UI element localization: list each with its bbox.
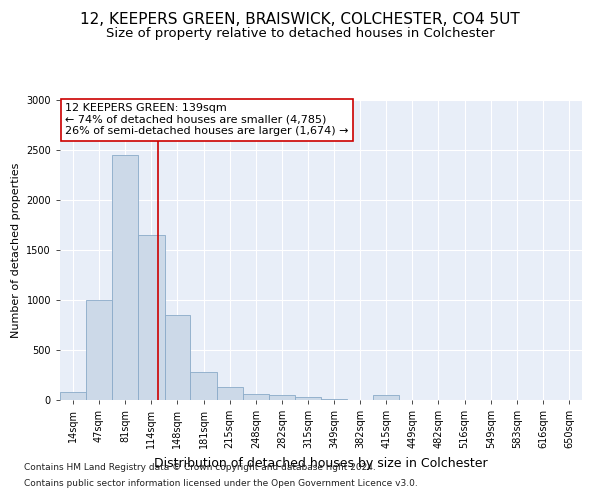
Bar — [373, 395, 400, 400]
Bar — [190, 372, 217, 400]
Bar — [269, 395, 295, 400]
Text: Contains public sector information licensed under the Open Government Licence v3: Contains public sector information licen… — [24, 478, 418, 488]
Text: 12, KEEPERS GREEN, BRAISWICK, COLCHESTER, CO4 5UT: 12, KEEPERS GREEN, BRAISWICK, COLCHESTER… — [80, 12, 520, 28]
X-axis label: Distribution of detached houses by size in Colchester: Distribution of detached houses by size … — [154, 456, 488, 469]
Bar — [112, 155, 138, 400]
Text: Contains HM Land Registry data © Crown copyright and database right 2024.: Contains HM Land Registry data © Crown c… — [24, 464, 376, 472]
Bar — [217, 387, 242, 400]
Bar — [322, 398, 347, 400]
Text: 12 KEEPERS GREEN: 139sqm
← 74% of detached houses are smaller (4,785)
26% of sem: 12 KEEPERS GREEN: 139sqm ← 74% of detach… — [65, 103, 349, 136]
Bar — [164, 315, 190, 400]
Bar — [138, 235, 164, 400]
Bar — [295, 397, 322, 400]
Bar — [86, 300, 112, 400]
Y-axis label: Number of detached properties: Number of detached properties — [11, 162, 20, 338]
Text: Size of property relative to detached houses in Colchester: Size of property relative to detached ho… — [106, 28, 494, 40]
Bar — [242, 394, 269, 400]
Bar — [60, 392, 86, 400]
